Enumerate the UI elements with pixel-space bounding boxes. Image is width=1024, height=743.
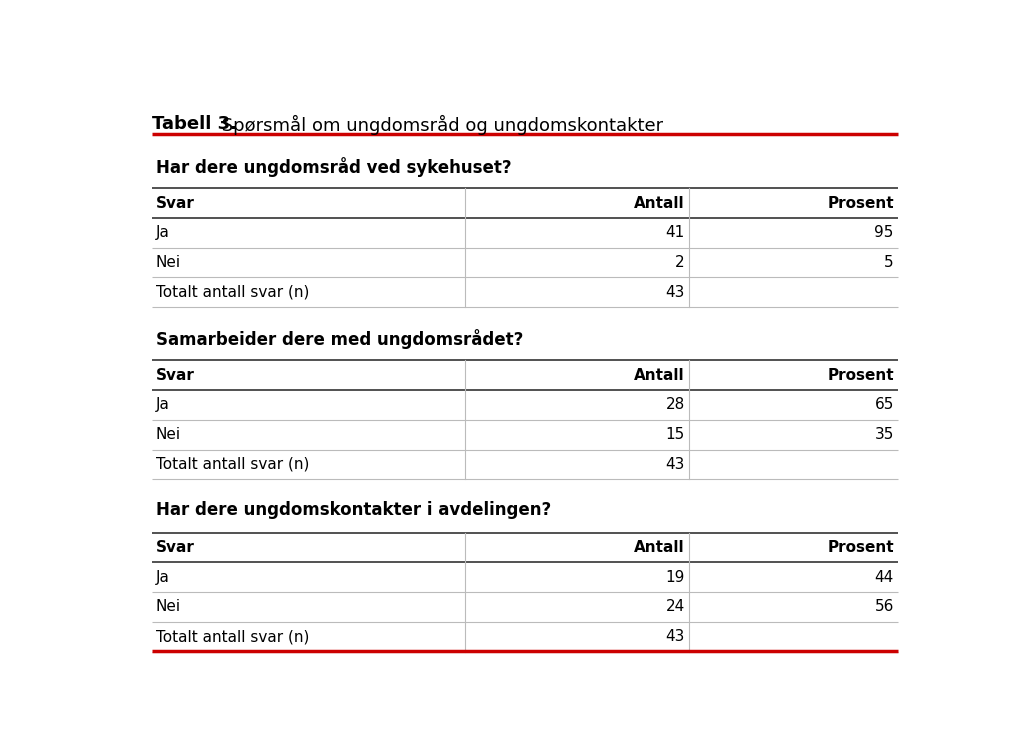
Text: 15: 15 [666,427,685,442]
Text: Tabell 3.: Tabell 3. [152,115,237,133]
Text: Ja: Ja [156,570,170,585]
Text: Nei: Nei [156,255,181,270]
Text: Totalt antall svar (n): Totalt antall svar (n) [156,285,309,299]
Text: Nei: Nei [156,600,181,614]
Text: Spørsmål om ungdomsråd og ungdomskontakter: Spørsmål om ungdomsråd og ungdomskontakt… [216,115,664,135]
Text: 19: 19 [666,570,685,585]
Text: Svar: Svar [156,368,195,383]
Text: 5: 5 [884,255,894,270]
Text: Nei: Nei [156,427,181,442]
Text: 35: 35 [874,427,894,442]
Text: Prosent: Prosent [827,540,894,555]
Text: 56: 56 [874,600,894,614]
Text: 65: 65 [874,398,894,412]
Text: Svar: Svar [156,540,195,555]
Text: 95: 95 [874,225,894,240]
Text: 43: 43 [666,285,685,299]
Text: 44: 44 [874,570,894,585]
Text: 43: 43 [666,457,685,472]
Text: Har dere ungdomsråd ved sykehuset?: Har dere ungdomsråd ved sykehuset? [156,157,511,177]
Text: Svar: Svar [156,195,195,210]
Text: Ja: Ja [156,225,170,240]
Text: Prosent: Prosent [827,195,894,210]
Text: Antall: Antall [634,540,685,555]
Text: 28: 28 [666,398,685,412]
Text: Har dere ungdomskontakter i avdelingen?: Har dere ungdomskontakter i avdelingen? [156,501,551,519]
Text: Prosent: Prosent [827,368,894,383]
Text: Samarbeider dere med ungdomsrådet?: Samarbeider dere med ungdomsrådet? [156,329,523,349]
Text: 43: 43 [666,629,685,644]
Text: Ja: Ja [156,398,170,412]
Text: Antall: Antall [634,195,685,210]
Text: Antall: Antall [634,368,685,383]
Text: 41: 41 [666,225,685,240]
Text: Totalt antall svar (n): Totalt antall svar (n) [156,457,309,472]
Text: Totalt antall svar (n): Totalt antall svar (n) [156,629,309,644]
Text: 2: 2 [675,255,685,270]
Text: 24: 24 [666,600,685,614]
